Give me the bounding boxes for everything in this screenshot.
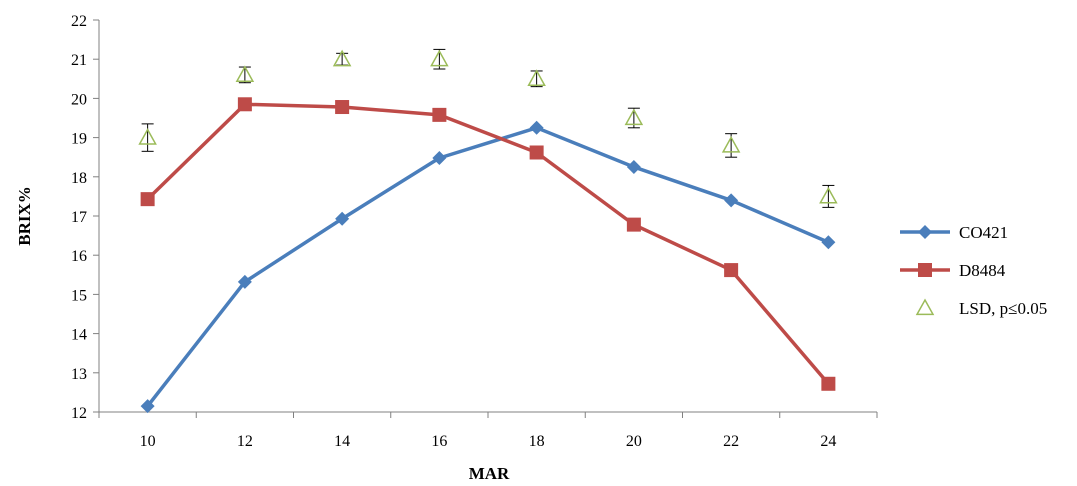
y-tick-label: 17: [71, 209, 87, 226]
data-point: [237, 274, 252, 289]
legend: CO421 D8484 LSD, p≤0.05: [900, 223, 1047, 318]
legend-item: D8484: [900, 261, 1006, 280]
legend-swatch-marker: [915, 298, 935, 316]
data-point: [724, 263, 739, 278]
data-point: [821, 376, 836, 391]
x-axis-title: MAR: [469, 464, 510, 483]
data-point: [335, 100, 350, 115]
legend-swatch-marker: [918, 263, 932, 277]
legend-item: CO421: [900, 223, 1008, 242]
y-tick-label: 15: [71, 287, 87, 304]
series-co421: [140, 120, 836, 414]
data-point: [724, 193, 739, 208]
data-point: [432, 107, 447, 122]
data-point: [721, 135, 741, 153]
series-d8484: [140, 97, 836, 391]
legend-label: D8484: [959, 261, 1006, 280]
series-line: [146, 102, 830, 385]
data-point: [332, 49, 352, 67]
data-point: [140, 399, 155, 414]
data-point: [529, 120, 544, 135]
y-axis-title: BRIX%: [15, 186, 34, 246]
data-point: [432, 150, 447, 165]
y-tick-label: 16: [71, 248, 87, 265]
legend-label: CO421: [959, 223, 1008, 242]
legend-item: LSD, p≤0.05: [915, 298, 1047, 318]
x-tick-label: 24: [820, 433, 836, 450]
y-tick-label: 12: [71, 405, 87, 422]
y-tick-label: 21: [71, 52, 87, 69]
y-tick-label: 13: [71, 366, 87, 383]
data-point: [430, 49, 449, 67]
x-tick-label: 10: [140, 433, 156, 450]
y-axis-ticks: 12 13 14 15 16 17 18 19 20 21 22: [71, 13, 99, 422]
legend-swatch-marker: [918, 225, 932, 239]
y-tick-label: 22: [71, 13, 87, 30]
data-point: [237, 97, 252, 112]
data-point: [529, 145, 544, 160]
data-point: [138, 128, 157, 145]
data-point: [626, 217, 641, 232]
y-tick-label: 19: [71, 131, 87, 148]
legend-label: LSD, p≤0.05: [959, 299, 1047, 318]
y-tick-label: 18: [71, 170, 87, 187]
x-tick-label: 22: [723, 433, 739, 450]
data-point: [140, 192, 155, 207]
y-tick-label: 14: [71, 327, 87, 344]
data-point: [819, 186, 838, 204]
data-point: [624, 108, 644, 126]
x-axis-ticks: 10 12 14 16 18 20 22 24: [98, 412, 878, 450]
data-point: [626, 160, 641, 174]
series-lsd-p-0-05: [138, 48, 838, 208]
data-point: [335, 211, 350, 226]
x-tick-label: 18: [529, 433, 545, 450]
data-point: [821, 235, 836, 250]
y-tick-label: 20: [71, 91, 87, 108]
x-tick-label: 12: [237, 433, 253, 450]
x-tick-label: 14: [334, 433, 350, 450]
series-line: [146, 126, 830, 408]
x-tick-label: 16: [431, 433, 447, 450]
x-tick-label: 20: [626, 433, 642, 450]
data-point: [235, 65, 255, 83]
series-layer: [138, 48, 838, 414]
data-point: [527, 69, 546, 86]
